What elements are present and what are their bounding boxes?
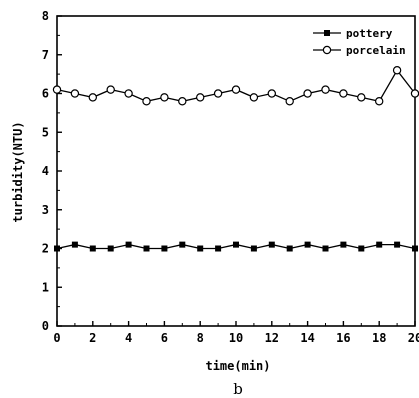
point-porcelain <box>70 89 80 98</box>
point-porcelain <box>52 85 62 94</box>
point-porcelain <box>195 93 205 102</box>
legend-marker-pottery <box>324 30 330 36</box>
x-tick-label: 18 <box>372 331 386 345</box>
point-porcelain <box>285 97 294 106</box>
point-porcelain <box>392 66 402 75</box>
point-pottery <box>394 241 401 248</box>
y-tick-label: 7 <box>42 48 49 62</box>
x-axis-title: time(min) <box>205 359 270 373</box>
point-porcelain <box>303 89 312 98</box>
point-porcelain <box>375 97 384 106</box>
y-tick-label: 3 <box>42 203 49 217</box>
plot-frame <box>56 15 416 327</box>
point-porcelain <box>160 93 169 102</box>
point-porcelain <box>231 85 241 94</box>
y-tick-label: 8 <box>42 9 49 23</box>
point-porcelain <box>410 89 419 98</box>
legend-label-pottery: pottery <box>346 27 393 40</box>
point-pottery <box>71 241 78 248</box>
y-tick-label: 6 <box>42 87 49 101</box>
legend-label-porcelain: porcelain <box>346 44 406 57</box>
point-pottery <box>250 245 257 252</box>
point-pottery <box>268 241 275 248</box>
point-porcelain <box>106 85 115 94</box>
point-porcelain <box>213 89 223 98</box>
legend: pottery porcelain <box>313 27 406 57</box>
figure-caption: b <box>233 380 243 398</box>
x-tick-label: 10 <box>229 331 243 345</box>
point-pottery <box>161 245 168 252</box>
point-pottery <box>286 245 293 252</box>
point-pottery <box>197 245 204 252</box>
point-pottery <box>107 245 114 252</box>
y-tick-label: 0 <box>42 319 49 333</box>
point-porcelain <box>249 93 259 102</box>
y-axis-title: turbidity(NTU) <box>11 121 25 222</box>
point-pottery <box>233 241 239 248</box>
point-pottery <box>358 245 365 252</box>
x-tick-label: 4 <box>125 331 132 345</box>
point-pottery <box>89 245 96 252</box>
x-tick-label: 16 <box>336 331 350 345</box>
point-pottery <box>412 245 418 252</box>
x-tick-label: 8 <box>197 331 204 345</box>
point-porcelain <box>124 89 133 98</box>
point-pottery <box>304 241 311 248</box>
y-tick-label: 4 <box>42 164 49 178</box>
point-porcelain <box>339 89 348 98</box>
plot-marks <box>52 66 419 252</box>
point-pottery <box>322 245 329 252</box>
point-pottery <box>143 245 150 252</box>
point-pottery <box>54 245 60 252</box>
point-porcelain <box>88 93 98 102</box>
point-pottery <box>340 241 347 248</box>
x-tick-label: 0 <box>53 331 60 345</box>
x-tick-label: 20 <box>408 331 419 345</box>
point-pottery <box>179 241 186 248</box>
point-pottery <box>215 245 222 252</box>
point-porcelain <box>357 93 366 102</box>
x-tick-label: 6 <box>161 331 168 345</box>
point-porcelain <box>267 89 276 98</box>
y-tick-label: 1 <box>42 280 49 294</box>
point-porcelain <box>178 97 187 106</box>
point-pottery <box>376 241 383 248</box>
x-tick-label: 2 <box>89 331 96 345</box>
point-porcelain <box>142 97 151 106</box>
legend-marker-porcelain <box>322 45 332 55</box>
x-tick-label: 12 <box>265 331 279 345</box>
y-tick-label: 2 <box>42 242 49 256</box>
x-tick-label: 14 <box>300 331 314 345</box>
point-porcelain <box>321 85 330 94</box>
y-tick-label: 5 <box>42 125 49 139</box>
point-pottery <box>125 241 132 248</box>
